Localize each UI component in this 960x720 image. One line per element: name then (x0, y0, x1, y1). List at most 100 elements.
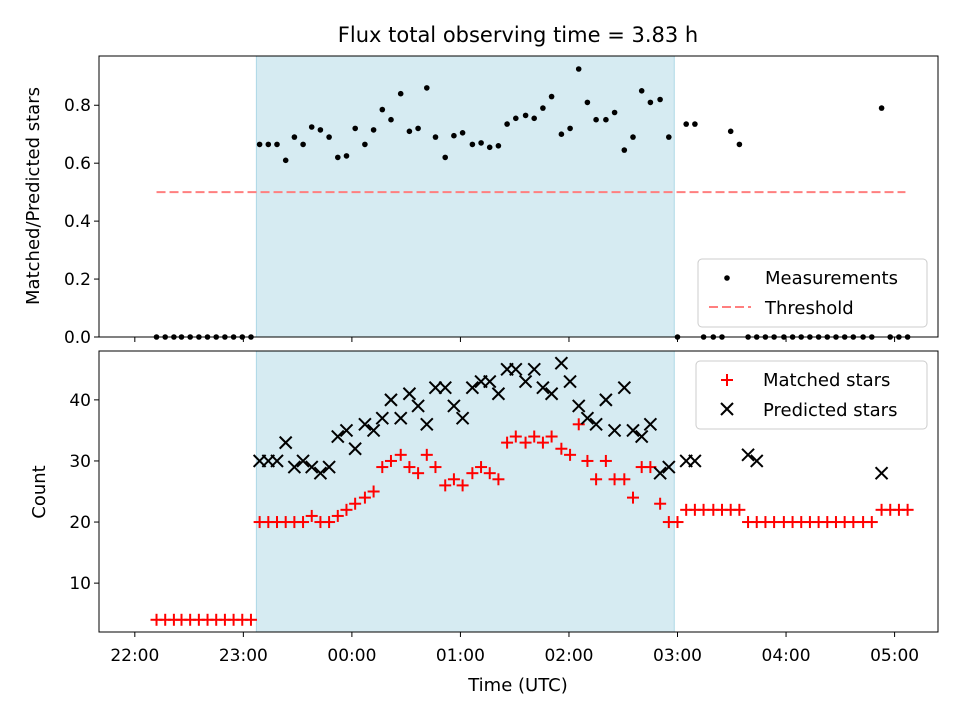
predicted-stars-point (278, 435, 293, 450)
legend-threshold-label: Threshold (764, 298, 854, 319)
measurement-point (692, 121, 698, 127)
predicted-stars-point (331, 429, 345, 444)
matched-stars-point (599, 454, 612, 467)
matched-stars-point (483, 467, 496, 480)
top-y-axis: 0.0 0.2 0.4 0.6 0.8 (64, 96, 99, 348)
predicted-stars-point (447, 399, 461, 413)
matched-stars-point (519, 436, 532, 449)
measurement-point (432, 134, 439, 140)
predicted-stars-point (544, 387, 559, 401)
bottom-y-axis: 10 20 30 40 (69, 391, 99, 594)
matched-stars-point (536, 436, 549, 449)
predicted-stars-point (688, 454, 702, 468)
measurement-point (522, 112, 529, 119)
matched-stars-point (394, 448, 407, 461)
bottom-legend-box (695, 360, 928, 430)
predicted-stars-point (348, 442, 362, 456)
matched-stars-point (590, 473, 603, 486)
measurement-point (424, 85, 430, 91)
matched-stars-point (528, 430, 541, 443)
matched-stars-point (901, 503, 914, 516)
bottom-plot-frame (98, 350, 939, 633)
bottom-observing-window-shade (255, 350, 675, 633)
measurement-point (362, 141, 368, 148)
x-tick-label: 22:00 (110, 646, 159, 666)
predicted-stars-point (741, 448, 755, 462)
x-tick-label: 02:00 (544, 646, 593, 666)
top-y-tick-label: 0.4 (64, 212, 91, 232)
matched-stars-point (618, 473, 631, 486)
matched-stars-point (627, 491, 640, 504)
predicted-stars-point (599, 393, 613, 407)
measurement-point (326, 134, 332, 140)
predicted-stars-point (384, 393, 398, 407)
measurement-point (878, 105, 885, 111)
predicted-stars-point (536, 380, 550, 395)
x-tick-label: 23:00 (219, 646, 268, 666)
measurement-point (683, 121, 689, 127)
measurement-point (540, 105, 546, 111)
count-points (150, 356, 914, 626)
matched-stars-point (340, 503, 353, 516)
measurement-point (611, 109, 618, 116)
matched-stars-point (412, 467, 425, 480)
measurement-point (370, 127, 377, 133)
legend-predicted-label: Predicted stars (763, 400, 897, 421)
x-tick-label: 00:00 (327, 646, 376, 666)
matched-stars-point (492, 473, 505, 486)
measurement-point (343, 153, 350, 159)
matched-stars-point (323, 516, 336, 529)
matched-stars-point (475, 461, 488, 474)
bottom-y-axis-label: Count (29, 465, 50, 518)
matched-stars-point (297, 516, 310, 529)
predicted-stars-point (305, 460, 319, 474)
measurement-point (469, 141, 476, 148)
x-tick-label: 03:00 (653, 646, 702, 666)
measurement-point (638, 88, 645, 94)
matched-stars-point (439, 479, 452, 492)
measurement-point (265, 141, 272, 148)
legend-matched-marker (721, 374, 733, 386)
predicted-stars-point (653, 466, 667, 480)
measurement-point (415, 125, 421, 132)
x-tick-label: 04:00 (762, 646, 811, 666)
measurement-point (647, 99, 654, 106)
predicted-stars-point (358, 417, 372, 432)
predicted-stars-point (643, 417, 658, 432)
measurement-point (317, 127, 324, 133)
matched-stars-point (403, 461, 416, 474)
predicted-stars-point (527, 362, 541, 377)
bottom-y-tick-label: 20 (69, 513, 91, 533)
matched-stars-point (447, 473, 460, 486)
matched-stars-point (305, 509, 318, 522)
measurement-point (630, 134, 636, 140)
measurement-point (593, 116, 599, 123)
matched-stars-point (358, 491, 371, 504)
predicted-stars-point (313, 466, 328, 480)
measurement-point (504, 121, 510, 127)
measurement-point (291, 134, 298, 140)
predicted-stars-point (518, 374, 533, 389)
predicted-stars-point (589, 417, 603, 432)
measurement-point (300, 141, 306, 148)
predicted-stars-point (394, 411, 408, 425)
matched-stars-point (509, 430, 522, 443)
matched-stars-point (865, 516, 878, 529)
measurement-point (584, 99, 591, 106)
measurement-point (274, 141, 280, 148)
measurement-point (603, 116, 609, 123)
measurement-point (531, 115, 537, 122)
measurement-point (459, 130, 466, 136)
predicted-stars-point (750, 454, 764, 468)
matched-stars-point (572, 418, 585, 431)
top-y-tick-label: 0.0 (64, 328, 91, 348)
matched-stars-point (331, 509, 344, 522)
bottom-legend: Matched stars Predicted stars (695, 360, 928, 430)
x-tick-label: 01:00 (436, 646, 485, 666)
measurement-point (621, 147, 628, 153)
matched-stars-point (384, 454, 397, 467)
predicted-stars-point (483, 374, 497, 389)
bottom-panel: 10 20 30 40 22:00 23:00 00:00 01:00 02:00 03:00 0… (29, 350, 939, 696)
legend-measurements-marker (724, 275, 730, 281)
